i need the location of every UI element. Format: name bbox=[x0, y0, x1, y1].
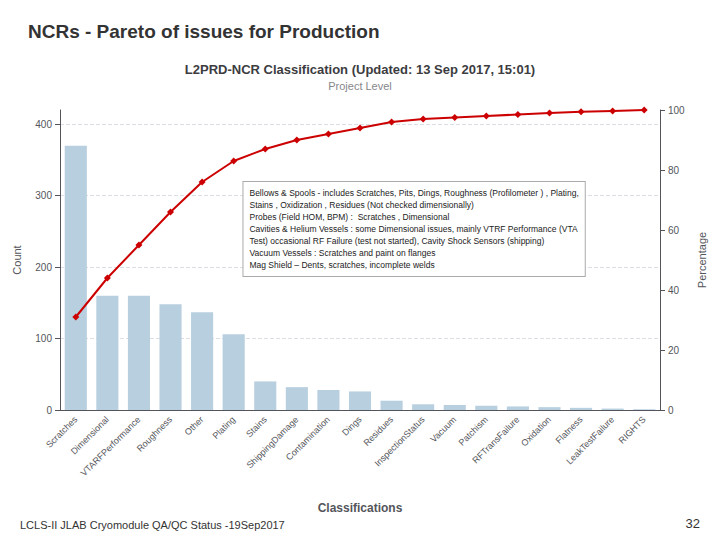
svg-text:Count: Count bbox=[11, 245, 23, 274]
svg-text:Mag Shield – Dents, scratches,: Mag Shield – Dents, scratches, incomplet… bbox=[249, 260, 434, 270]
svg-text:100: 100 bbox=[35, 333, 52, 344]
svg-text:NCRs - Pareto of issues for Pr: NCRs - Pareto of issues for Production bbox=[28, 21, 380, 42]
svg-text:Classifications: Classifications bbox=[318, 501, 403, 515]
svg-text:Cavities & Helium Vessels : so: Cavities & Helium Vessels : some Dimensi… bbox=[249, 224, 577, 234]
svg-text:RFTransFailure: RFTransFailure bbox=[470, 414, 521, 465]
svg-text:Stains: Stains bbox=[244, 414, 269, 439]
svg-text:Vacuum Vessels : Scratches and: Vacuum Vessels : Scratches and paint on … bbox=[249, 248, 435, 258]
svg-text:0: 0 bbox=[668, 405, 674, 416]
svg-text:60: 60 bbox=[668, 225, 680, 236]
svg-text:Contamination: Contamination bbox=[284, 414, 332, 462]
svg-text:100: 100 bbox=[668, 105, 685, 116]
svg-text:LeakTestFailure: LeakTestFailure bbox=[564, 414, 616, 466]
svg-text:Bellows & Spools - includes Sc: Bellows & Spools - includes Scratches, P… bbox=[249, 188, 578, 198]
svg-text:Plating: Plating bbox=[211, 414, 238, 441]
svg-text:Dimensional: Dimensional bbox=[68, 414, 111, 457]
svg-text:LCLS-II JLAB Cryomodule QA/QC: LCLS-II JLAB Cryomodule QA/QC Status -19… bbox=[20, 519, 285, 531]
svg-text:Other: Other bbox=[183, 414, 206, 437]
svg-text:Test) occasional RF Failure (t: Test) occasional RF Failure (test not st… bbox=[249, 236, 544, 246]
svg-text:InspectionStatus: InspectionStatus bbox=[373, 414, 427, 468]
svg-text:Scratches: Scratches bbox=[44, 414, 80, 450]
svg-text:VTARFPerformance: VTARFPerformance bbox=[79, 414, 143, 478]
svg-text:400: 400 bbox=[35, 119, 52, 130]
svg-text:32: 32 bbox=[686, 516, 700, 531]
svg-text:Stains , Oxidization , Residue: Stains , Oxidization , Residues (Not che… bbox=[249, 200, 474, 210]
svg-text:40: 40 bbox=[668, 285, 680, 296]
svg-text:300: 300 bbox=[35, 190, 52, 201]
svg-text:Vacuum: Vacuum bbox=[428, 414, 458, 444]
svg-text:20: 20 bbox=[668, 345, 680, 356]
svg-text:80: 80 bbox=[668, 165, 680, 176]
svg-text:Roughness: Roughness bbox=[135, 414, 175, 454]
svg-text:Patchism: Patchism bbox=[456, 414, 490, 448]
svg-text:Residues: Residues bbox=[361, 414, 396, 448]
svg-text:Dings: Dings bbox=[340, 414, 364, 438]
svg-text:Flatness: Flatness bbox=[553, 414, 584, 445]
svg-text:Probes (Field HOM, BPM) : Scr: Probes (Field HOM, BPM) : Scratches , Di… bbox=[249, 212, 449, 222]
svg-text:Percentage: Percentage bbox=[696, 232, 708, 288]
svg-text:Project Level: Project Level bbox=[328, 80, 392, 92]
svg-text:Oxidation: Oxidation bbox=[519, 414, 553, 448]
svg-text:0: 0 bbox=[46, 405, 52, 416]
svg-text:ShippingDamage: ShippingDamage bbox=[245, 414, 301, 470]
svg-text:L2PRD-NCR Classification (Upda: L2PRD-NCR Classification (Updated: 13 Se… bbox=[185, 62, 535, 77]
svg-text:200: 200 bbox=[35, 262, 52, 273]
svg-text:RIGHTS: RIGHTS bbox=[617, 414, 648, 445]
